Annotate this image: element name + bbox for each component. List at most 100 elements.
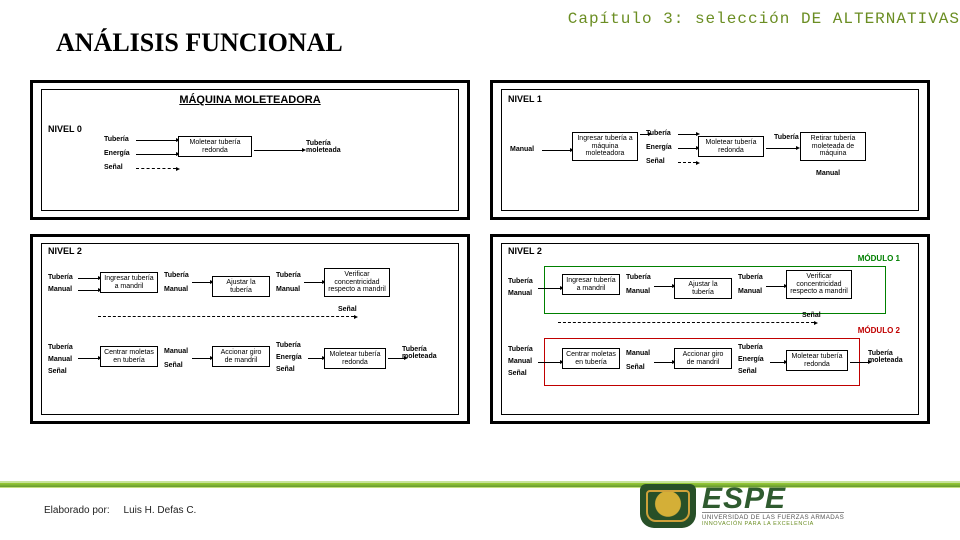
panel-nivel2b: NIVEL 2 MÓDULO 1 MÓDULO 2 Tubería Manual… (490, 234, 930, 424)
p3r2-m11: Señal (164, 362, 183, 369)
shield-icon (640, 484, 696, 528)
arrow (304, 282, 322, 283)
panel1-level: NIVEL 1 (508, 94, 542, 104)
footer-author: Luis H. Defas C. (124, 505, 197, 516)
panel0-title: MÁQUINA MOLETEADORA (46, 94, 454, 106)
p4r1-m10: Tubería (626, 274, 651, 281)
p2-outlbl: Manual (816, 170, 840, 177)
p3r2-in2: Señal (48, 368, 67, 375)
p3r2-m21: Energía (276, 354, 302, 361)
p3r2-b1: Centrar moletas en tubería (100, 346, 158, 367)
p3r1-b2: Ajustar la tubería (212, 276, 270, 297)
footer-credit: Elaborado por: Luis H. Defas C. (44, 505, 196, 516)
panel2b-level: NIVEL 2 (508, 246, 542, 256)
p4r2-b1: Centrar moletas en tubería (562, 348, 620, 369)
p4r2-m10: Manual (626, 350, 650, 357)
dashline (558, 322, 814, 323)
p4r1-b2: Ajustar la tubería (674, 278, 732, 299)
p2-in: Manual (510, 146, 534, 153)
arrow (766, 148, 796, 149)
arrow (640, 134, 648, 135)
panel-nivel1: NIVEL 1 Manual Ingresar tubería a máquin… (490, 80, 930, 220)
arrow (654, 286, 672, 287)
p4r2-m11: Señal (626, 364, 645, 371)
p3r2-b3: Moletear tubería redonda (324, 348, 386, 369)
p3r1-m11: Manual (164, 286, 188, 293)
p3r1-b3: Verificar concentricidad respecto a mand… (324, 268, 390, 297)
p2-b3: Retirar tubería moleteada de máquina (800, 132, 866, 161)
p3r1-b1: Ingresar tubería a mandril (100, 272, 158, 293)
p3r1-in1: Manual (48, 286, 72, 293)
p3r1-in0: Tubería (48, 274, 73, 281)
p4r1-b1: Ingresar tubería a mandril (562, 274, 620, 295)
p3r2-m10: Manual (164, 348, 188, 355)
p3r2-out: Tubería moleteada (402, 346, 446, 360)
p1-out: Tubería moleteada (306, 140, 356, 154)
p4r1-m21: Manual (738, 288, 762, 295)
espe-logo: ESPE UNIVERSIDAD DE LAS FUERZAS ARMADAS … (640, 482, 940, 530)
p4r1-b3: Verificar concentricidad respecto a mand… (786, 270, 852, 299)
dashline (98, 316, 354, 317)
p2-b1: Ingresar tubería a máquina moleteadora (572, 132, 638, 161)
arrow (678, 134, 696, 135)
brand-sub: UNIVERSIDAD DE LAS FUERZAS ARMADAS (702, 512, 844, 521)
mod1-label: MÓDULO 1 (858, 254, 900, 263)
arrow (192, 358, 210, 359)
panel-nivel0: MÁQUINA MOLETEADORA NIVEL 0 Tubería Ener… (30, 80, 470, 220)
p4r2-b3: Moletear tubería redonda (786, 350, 848, 371)
p4r1-in0: Tubería (508, 278, 533, 285)
p4r1-in1: Manual (508, 290, 532, 297)
chapter-label: Capítulo 3: selección DE ALTERNATIVAS (568, 10, 960, 28)
arrow (850, 362, 868, 363)
p4r1-m11: Manual (626, 288, 650, 295)
arrow (538, 288, 560, 289)
panel2a-level: NIVEL 2 (48, 246, 82, 256)
arrow (770, 362, 784, 363)
p4r2-m20: Tubería (738, 344, 763, 351)
panel0-level: NIVEL 0 (48, 124, 82, 134)
brand-name: ESPE (702, 485, 844, 512)
slide-title: ANÁLISIS FUNCIONAL (56, 28, 343, 58)
arrow (538, 362, 560, 363)
arrow (678, 148, 696, 149)
p3r1-senal: Señal (338, 306, 357, 313)
arrow (78, 358, 98, 359)
p1-process: Moletear tubería redonda (178, 136, 252, 157)
p3r1-m10: Tubería (164, 272, 189, 279)
p3r2-b2: Accionar giro de mandril (212, 346, 270, 367)
arrow (78, 290, 98, 291)
arrow (192, 282, 210, 283)
arrow (136, 168, 176, 169)
p4r2-m21: Energía (738, 356, 764, 363)
arrow (78, 278, 98, 279)
p1-in1: Energía (104, 150, 130, 157)
arrow (542, 150, 570, 151)
p4r2-in1: Manual (508, 358, 532, 365)
p3r2-m20: Tubería (276, 342, 301, 349)
p4r2-out: Tubería moleteada (868, 350, 912, 364)
p4r2-b2: Accionar giro de mandril (674, 348, 732, 369)
arrow (308, 358, 322, 359)
arrow (678, 162, 696, 163)
p3r1-m21: Manual (276, 286, 300, 293)
p3r2-in1: Manual (48, 356, 72, 363)
p3r2-in0: Tubería (48, 344, 73, 351)
arrow (654, 362, 672, 363)
p4r2-in0: Tubería (508, 346, 533, 353)
p1-in2: Señal (104, 164, 123, 171)
diagram-grid: MÁQUINA MOLETEADORA NIVEL 0 Tubería Ener… (30, 80, 930, 424)
footer-prefix: Elaborado por: (44, 505, 110, 516)
p2-outmid: Tubería (774, 134, 799, 141)
p1-in0: Tubería (104, 136, 129, 143)
panel-nivel2a: NIVEL 2 Tubería Manual Ingresar tubería … (30, 234, 470, 424)
arrow (254, 150, 302, 151)
p3r1-m20: Tubería (276, 272, 301, 279)
mod2-label: MÓDULO 2 (858, 326, 900, 335)
p2-m2: Señal (646, 158, 665, 165)
brand-sub2: INNOVACIÓN PARA LA EXCELENCIA (702, 521, 844, 527)
p2-m1: Energía (646, 144, 672, 151)
arrow (766, 286, 784, 287)
p2-b2: Moletear tubería redonda (698, 136, 764, 157)
p4r2-in2: Señal (508, 370, 527, 377)
arrow (136, 154, 176, 155)
